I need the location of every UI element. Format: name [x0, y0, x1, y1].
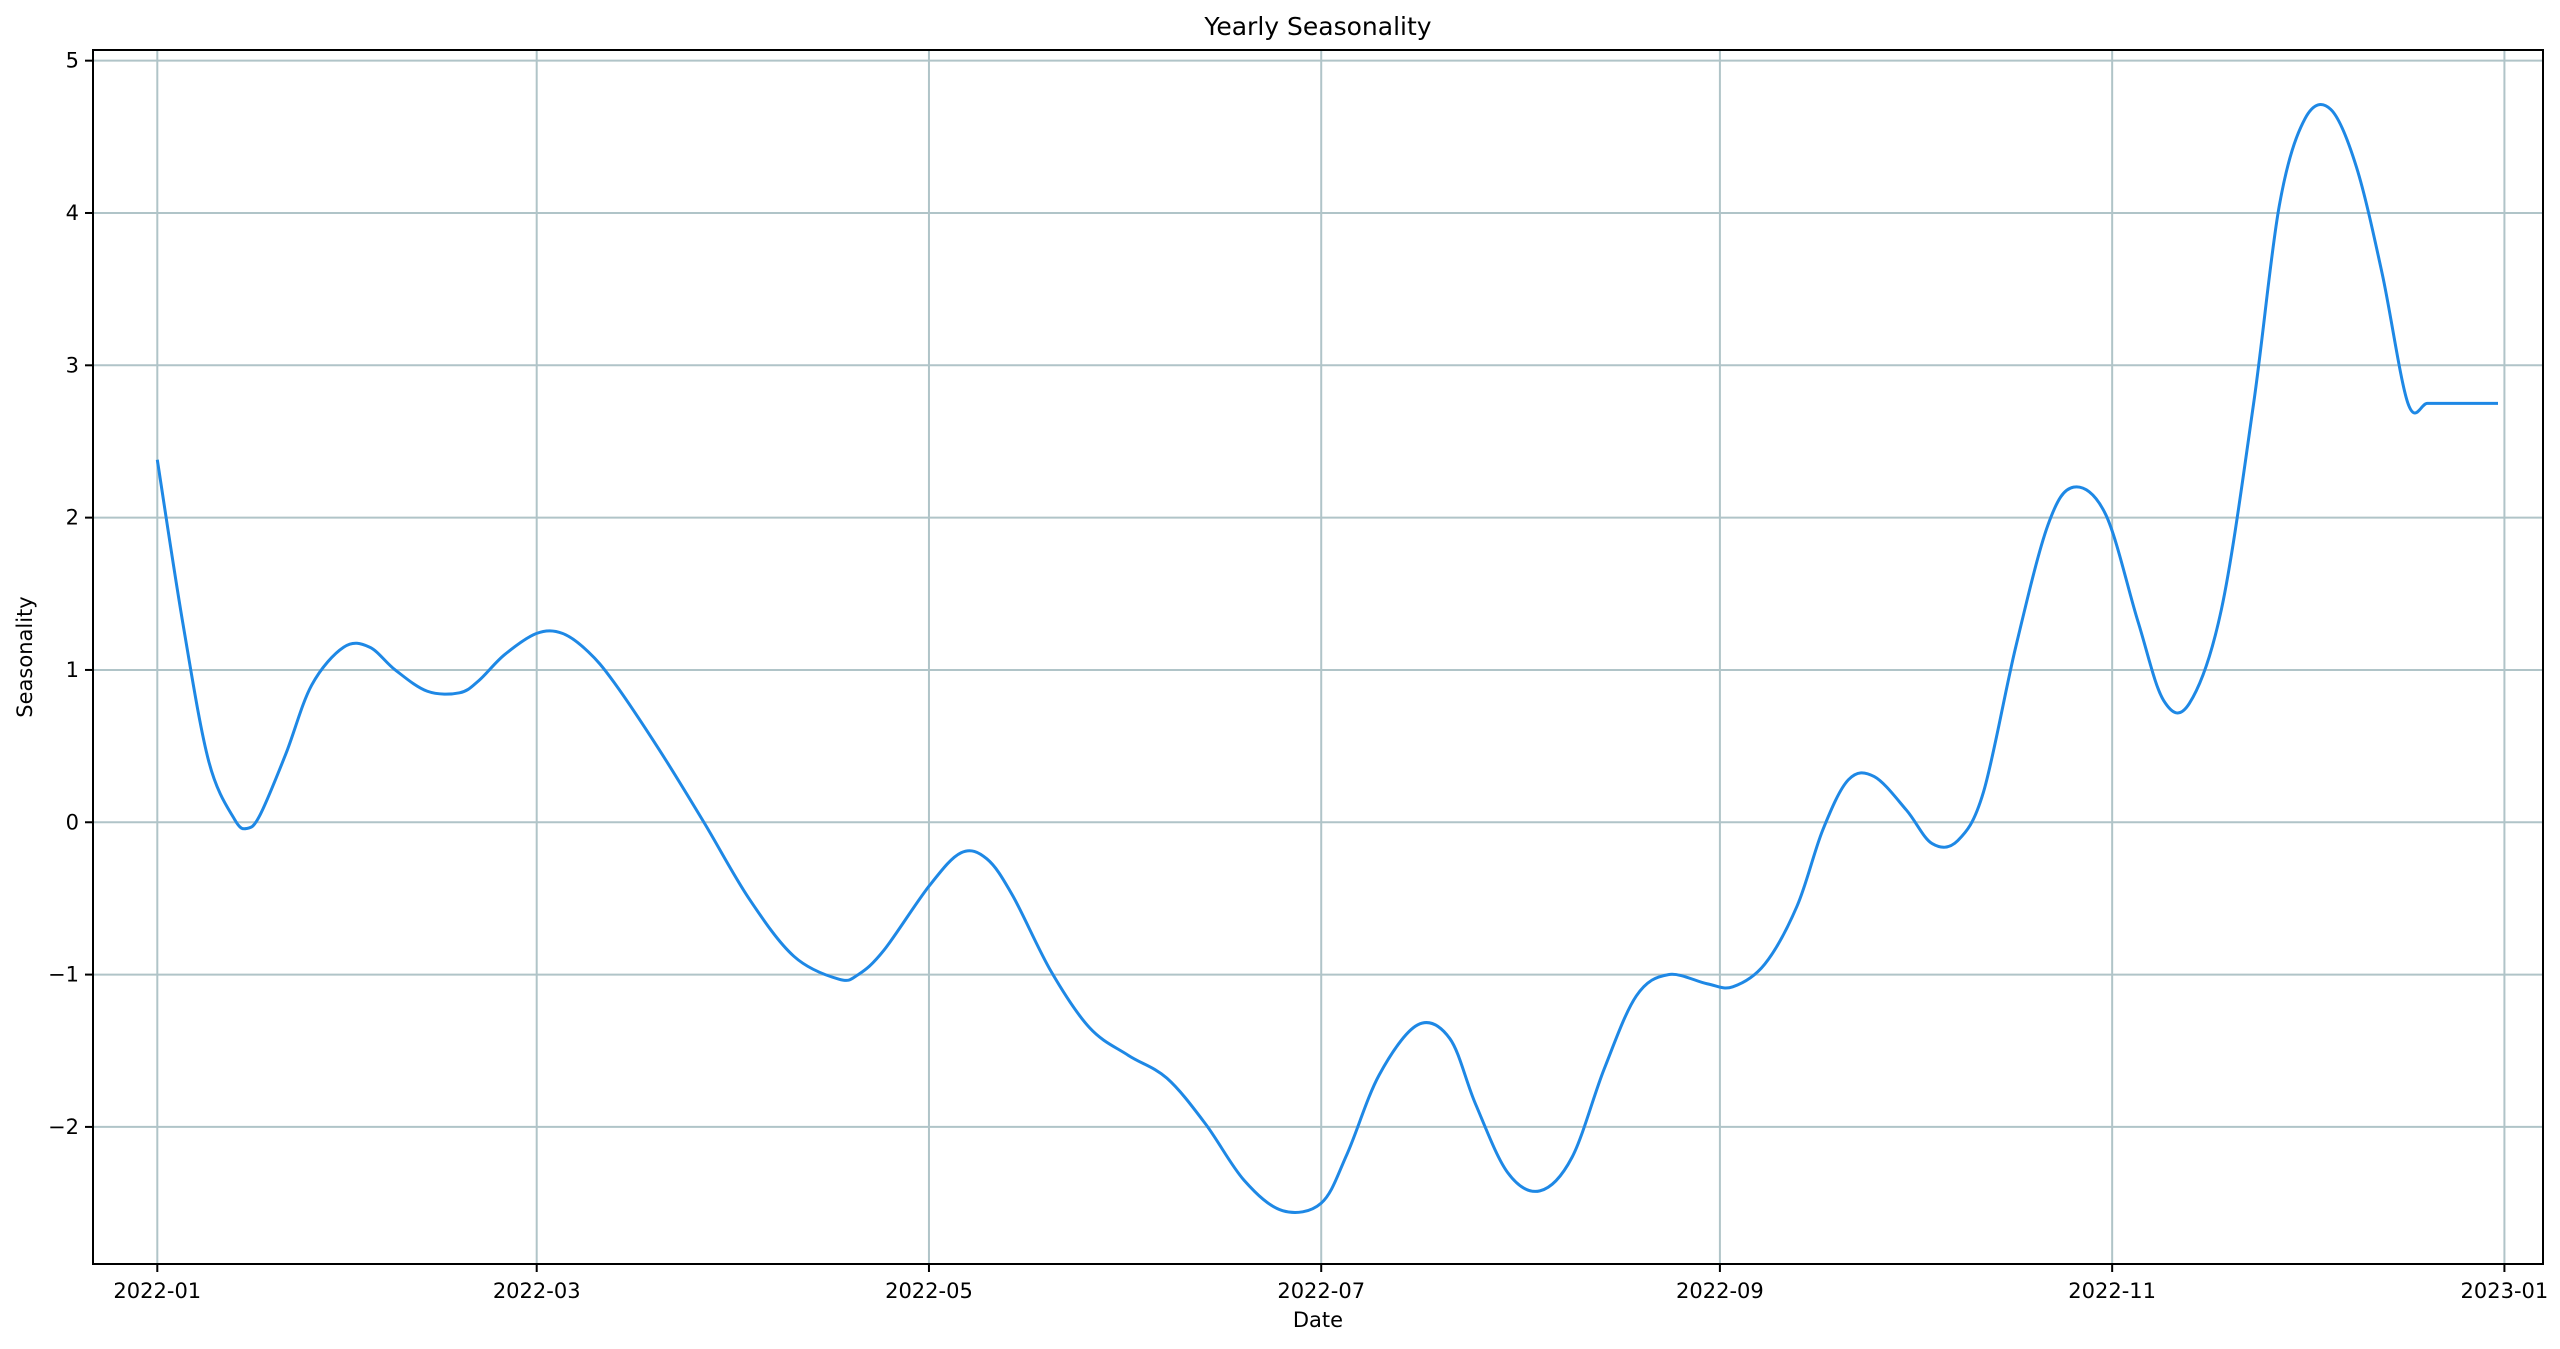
grid-lines — [93, 50, 2543, 1264]
x-axis-title: Date — [1293, 1308, 1343, 1332]
x-tick-label: 2023-01 — [2461, 1279, 2549, 1303]
x-axis-ticks: 2022-01 2022-03 2022-05 2022-07 2022-09 2022-… — [113, 1264, 2548, 1303]
x-tick-label: 2022-01 — [113, 1279, 201, 1303]
x-tick-label: 2022-07 — [1277, 1279, 1365, 1303]
chart-title: Yearly Seasonality — [1203, 12, 1431, 41]
y-tick-label: 3 — [66, 353, 79, 377]
seasonality-series-line — [155, 103, 2498, 1214]
series-layer — [155, 103, 2498, 1214]
y-tick-label: 5 — [66, 49, 79, 73]
y-axis-ticks: −2 −1 0 1 2 3 4 5 — [48, 49, 93, 1139]
y-tick-label: −1 — [48, 963, 79, 987]
y-tick-label: 4 — [66, 201, 79, 225]
y-tick-label: −2 — [48, 1115, 79, 1139]
x-tick-label: 2022-09 — [1676, 1279, 1764, 1303]
x-tick-label: 2022-11 — [2068, 1279, 2156, 1303]
y-tick-label: 0 — [66, 810, 79, 834]
y-tick-label: 2 — [66, 506, 79, 530]
plot-frame — [92, 49, 2544, 1265]
y-axis-title: Seasonality — [13, 596, 37, 717]
y-tick-label: 1 — [66, 658, 79, 682]
x-tick-label: 2022-03 — [493, 1279, 581, 1303]
x-tick-label: 2022-05 — [885, 1279, 973, 1303]
